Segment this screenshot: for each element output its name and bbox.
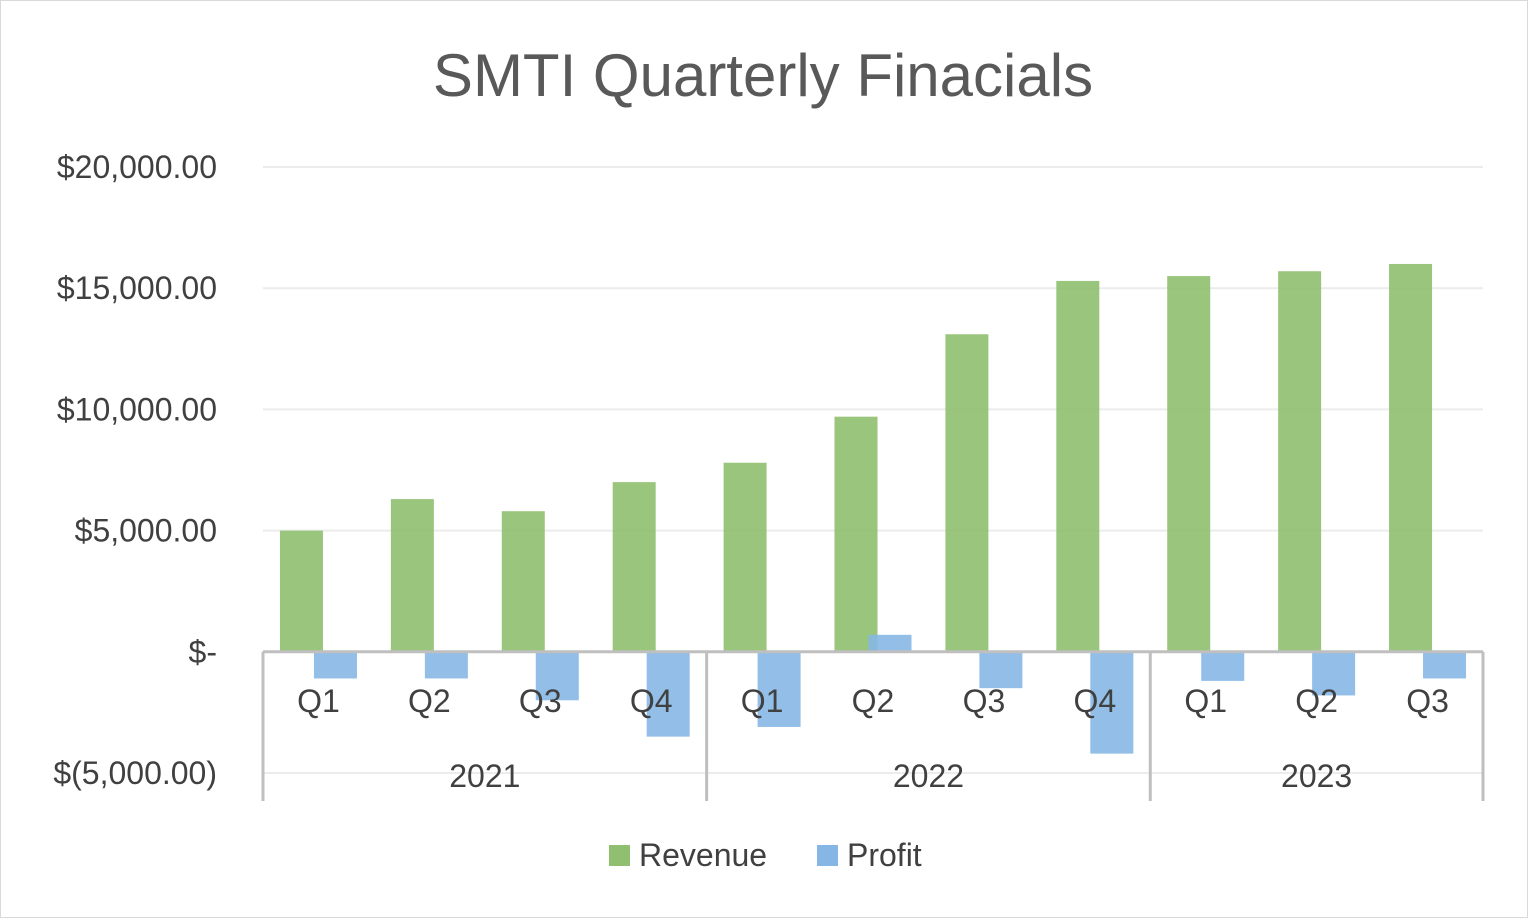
year-group-label: 2022 — [893, 758, 964, 794]
bar-profit-8 — [1201, 651, 1245, 681]
y-axis-ticks: $20,000.00 $15,000.00 $10,000.00 $5,000.00 $… — [53, 149, 217, 791]
legend-label-profit: Profit — [847, 837, 922, 873]
x-tick-label: Q1 — [1184, 683, 1227, 719]
year-group-label: 2021 — [449, 758, 520, 794]
x-tick-label: Q3 — [963, 683, 1006, 719]
bar-profit-7 — [1090, 651, 1134, 754]
x-tick-label: Q2 — [1295, 683, 1338, 719]
bar-revenue-4 — [723, 462, 767, 652]
category-axis: Q1 Q2 Q3 Q4 Q1 Q2 Q3 Q4 Q1 Q2 Q3 2021 2022 2023 — [261, 650, 1485, 801]
x-tick-label: Q4 — [1073, 683, 1116, 719]
x-tick-label: Q2 — [852, 683, 895, 719]
year-group-label: 2023 — [1281, 758, 1352, 794]
legend: Revenue Profit — [609, 837, 922, 873]
y-tick-label: $10,000.00 — [57, 391, 217, 427]
x-tick-label: Q3 — [1406, 683, 1449, 719]
legend-swatch-revenue — [609, 845, 630, 866]
bar-revenue-8 — [1167, 276, 1211, 652]
bar-profit-10 — [1423, 651, 1467, 679]
bar-revenue-0 — [279, 530, 323, 652]
chart-title: SMTI Quarterly Finacials — [433, 42, 1093, 109]
bar-revenue-5 — [834, 416, 878, 652]
bar-profit-5 — [868, 634, 912, 652]
y-tick-label: $20,000.00 — [57, 149, 217, 185]
bar-profit-9 — [1312, 651, 1356, 696]
bar-profit-2 — [535, 651, 579, 701]
legend-swatch-profit — [817, 845, 838, 866]
bar-revenue-9 — [1278, 271, 1322, 652]
x-tick-label: Q4 — [630, 683, 673, 719]
bar-profit-6 — [979, 651, 1023, 689]
bars — [279, 263, 1467, 754]
y-tick-label: $- — [189, 634, 217, 670]
legend-label-revenue: Revenue — [639, 837, 767, 873]
bar-revenue-2 — [501, 511, 545, 652]
y-tick-label: $(5,000.00) — [53, 755, 217, 791]
bar-revenue-6 — [945, 334, 989, 652]
bar-revenue-1 — [390, 499, 434, 652]
y-tick-label: $15,000.00 — [57, 270, 217, 306]
bar-revenue-3 — [612, 482, 656, 652]
x-tick-label: Q1 — [741, 683, 784, 719]
bar-revenue-7 — [1056, 280, 1100, 652]
x-tick-label: Q3 — [519, 683, 562, 719]
x-tick-label: Q2 — [408, 683, 451, 719]
bar-profit-4 — [757, 651, 801, 727]
bar-profit-0 — [313, 651, 357, 679]
bar-profit-1 — [424, 651, 468, 679]
y-tick-label: $5,000.00 — [75, 513, 217, 549]
x-tick-label: Q1 — [297, 683, 340, 719]
bar-revenue-10 — [1389, 263, 1433, 652]
bar-profit-3 — [646, 651, 690, 737]
